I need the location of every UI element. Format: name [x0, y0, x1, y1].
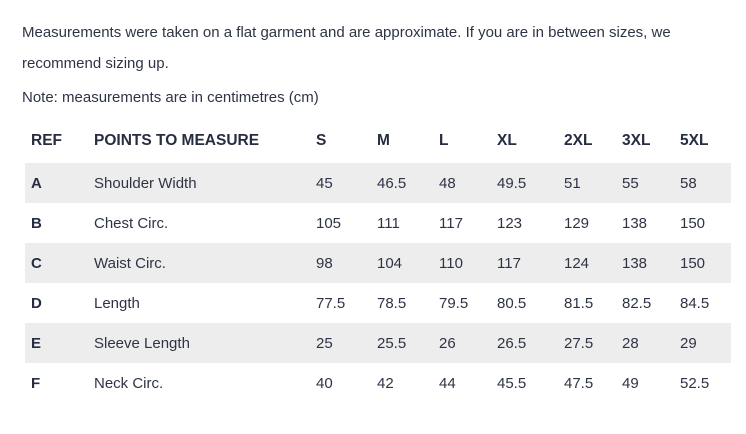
note-text: Note: measurements are in centimetres (c…: [22, 89, 319, 106]
cell-value: 104: [377, 254, 403, 272]
cell-value: 123: [497, 214, 523, 232]
cell-value: 45: [316, 174, 333, 192]
cell-value: 110: [439, 254, 463, 272]
size-chart-table: REF POINTS TO MEASURE S M L XL 2XL 3XL 5…: [25, 132, 731, 403]
table-header-row: REF POINTS TO MEASURE S M L XL 2XL 3XL 5…: [25, 132, 731, 163]
cell-value: 138: [622, 214, 648, 232]
cell-label: Sleeve Length: [94, 334, 190, 352]
cell-value: 44: [439, 374, 456, 392]
cell-value: 150: [680, 214, 706, 232]
cell-value: 82.5: [622, 294, 652, 312]
cell-value: 45.5: [497, 374, 527, 392]
cell-value: 150: [680, 254, 706, 272]
cell-value: 80.5: [497, 294, 527, 312]
cell-label: Shoulder Width: [94, 174, 197, 192]
cell-label: Length: [94, 294, 140, 312]
cell-value: 25.5: [377, 334, 407, 352]
cell-value: 49: [622, 374, 639, 392]
size-guide-section: Measurements were taken on a flat garmen…: [22, 24, 731, 403]
cell-value: 47.5: [564, 374, 594, 392]
table-row-chest-circ: B Chest Circ. 105 111 117 123 129 138 15…: [25, 203, 731, 243]
table-row-waist-circ: C Waist Circ. 98 104 110 117 124 138 150: [25, 243, 731, 283]
column-header-xl: XL: [497, 132, 517, 149]
table-row-shoulder-width: A Shoulder Width 45 46.5 48 49.5 51 55 5…: [25, 163, 731, 203]
column-header-ref: REF: [31, 132, 62, 149]
cell-value: 51: [564, 174, 581, 192]
cell-label: Chest Circ.: [94, 214, 169, 232]
cell-value: 48: [439, 174, 456, 192]
cell-value: 25: [316, 334, 333, 352]
cell-value: 84.5: [680, 294, 710, 312]
cell-ref: C: [31, 254, 42, 272]
cell-value: 138: [622, 254, 648, 272]
cell-value: 42: [377, 374, 394, 392]
cell-value: 105: [316, 214, 342, 232]
cell-value: 78.5: [377, 294, 407, 312]
cell-value: 49.5: [497, 174, 527, 192]
cell-value: 58: [680, 174, 697, 192]
cell-value: 111: [377, 214, 400, 232]
cell-value: 28: [622, 334, 639, 352]
cell-ref: A: [31, 174, 42, 192]
cell-value: 26.5: [497, 334, 527, 352]
cell-label: Waist Circ.: [94, 254, 166, 272]
table-row-length: D Length 77.5 78.5 79.5 80.5 81.5 82.5 8…: [25, 283, 731, 323]
cell-value: 117: [497, 254, 521, 272]
column-header-s: S: [316, 132, 327, 149]
column-header-points: POINTS TO MEASURE: [94, 132, 260, 149]
column-header-l: L: [439, 132, 449, 149]
cell-label: Neck Circ.: [94, 374, 164, 392]
cell-value: 79.5: [439, 294, 469, 312]
cell-value: 52.5: [680, 374, 710, 392]
cell-value: 46.5: [377, 174, 407, 192]
intro-text: Measurements were taken on a flat garmen…: [22, 24, 671, 72]
cell-ref: E: [31, 334, 42, 352]
table-row-neck-circ: F Neck Circ. 40 42 44 45.5 47.5 49 52.5: [25, 363, 731, 403]
cell-value: 55: [622, 174, 639, 192]
cell-value: 124: [564, 254, 590, 272]
cell-value: 98: [316, 254, 333, 272]
cell-ref: D: [31, 294, 42, 312]
cell-ref: B: [31, 214, 42, 232]
cell-value: 77.5: [316, 294, 346, 312]
cell-value: 81.5: [564, 294, 594, 312]
column-header-5xl: 5XL: [680, 132, 709, 149]
table-row-sleeve-length: E Sleeve Length 25 25.5 26 26.5 27.5 28 …: [25, 323, 731, 363]
cell-value: 40: [316, 374, 333, 392]
cell-value: 129: [564, 214, 590, 232]
column-header-2xl: 2XL: [564, 132, 593, 149]
cell-value: 117: [439, 214, 463, 232]
cell-value: 29: [680, 334, 697, 352]
cell-ref: F: [31, 374, 41, 392]
cell-value: 27.5: [564, 334, 594, 352]
column-header-3xl: 3XL: [622, 132, 651, 149]
cell-value: 26: [439, 334, 456, 352]
column-header-m: M: [377, 132, 390, 149]
